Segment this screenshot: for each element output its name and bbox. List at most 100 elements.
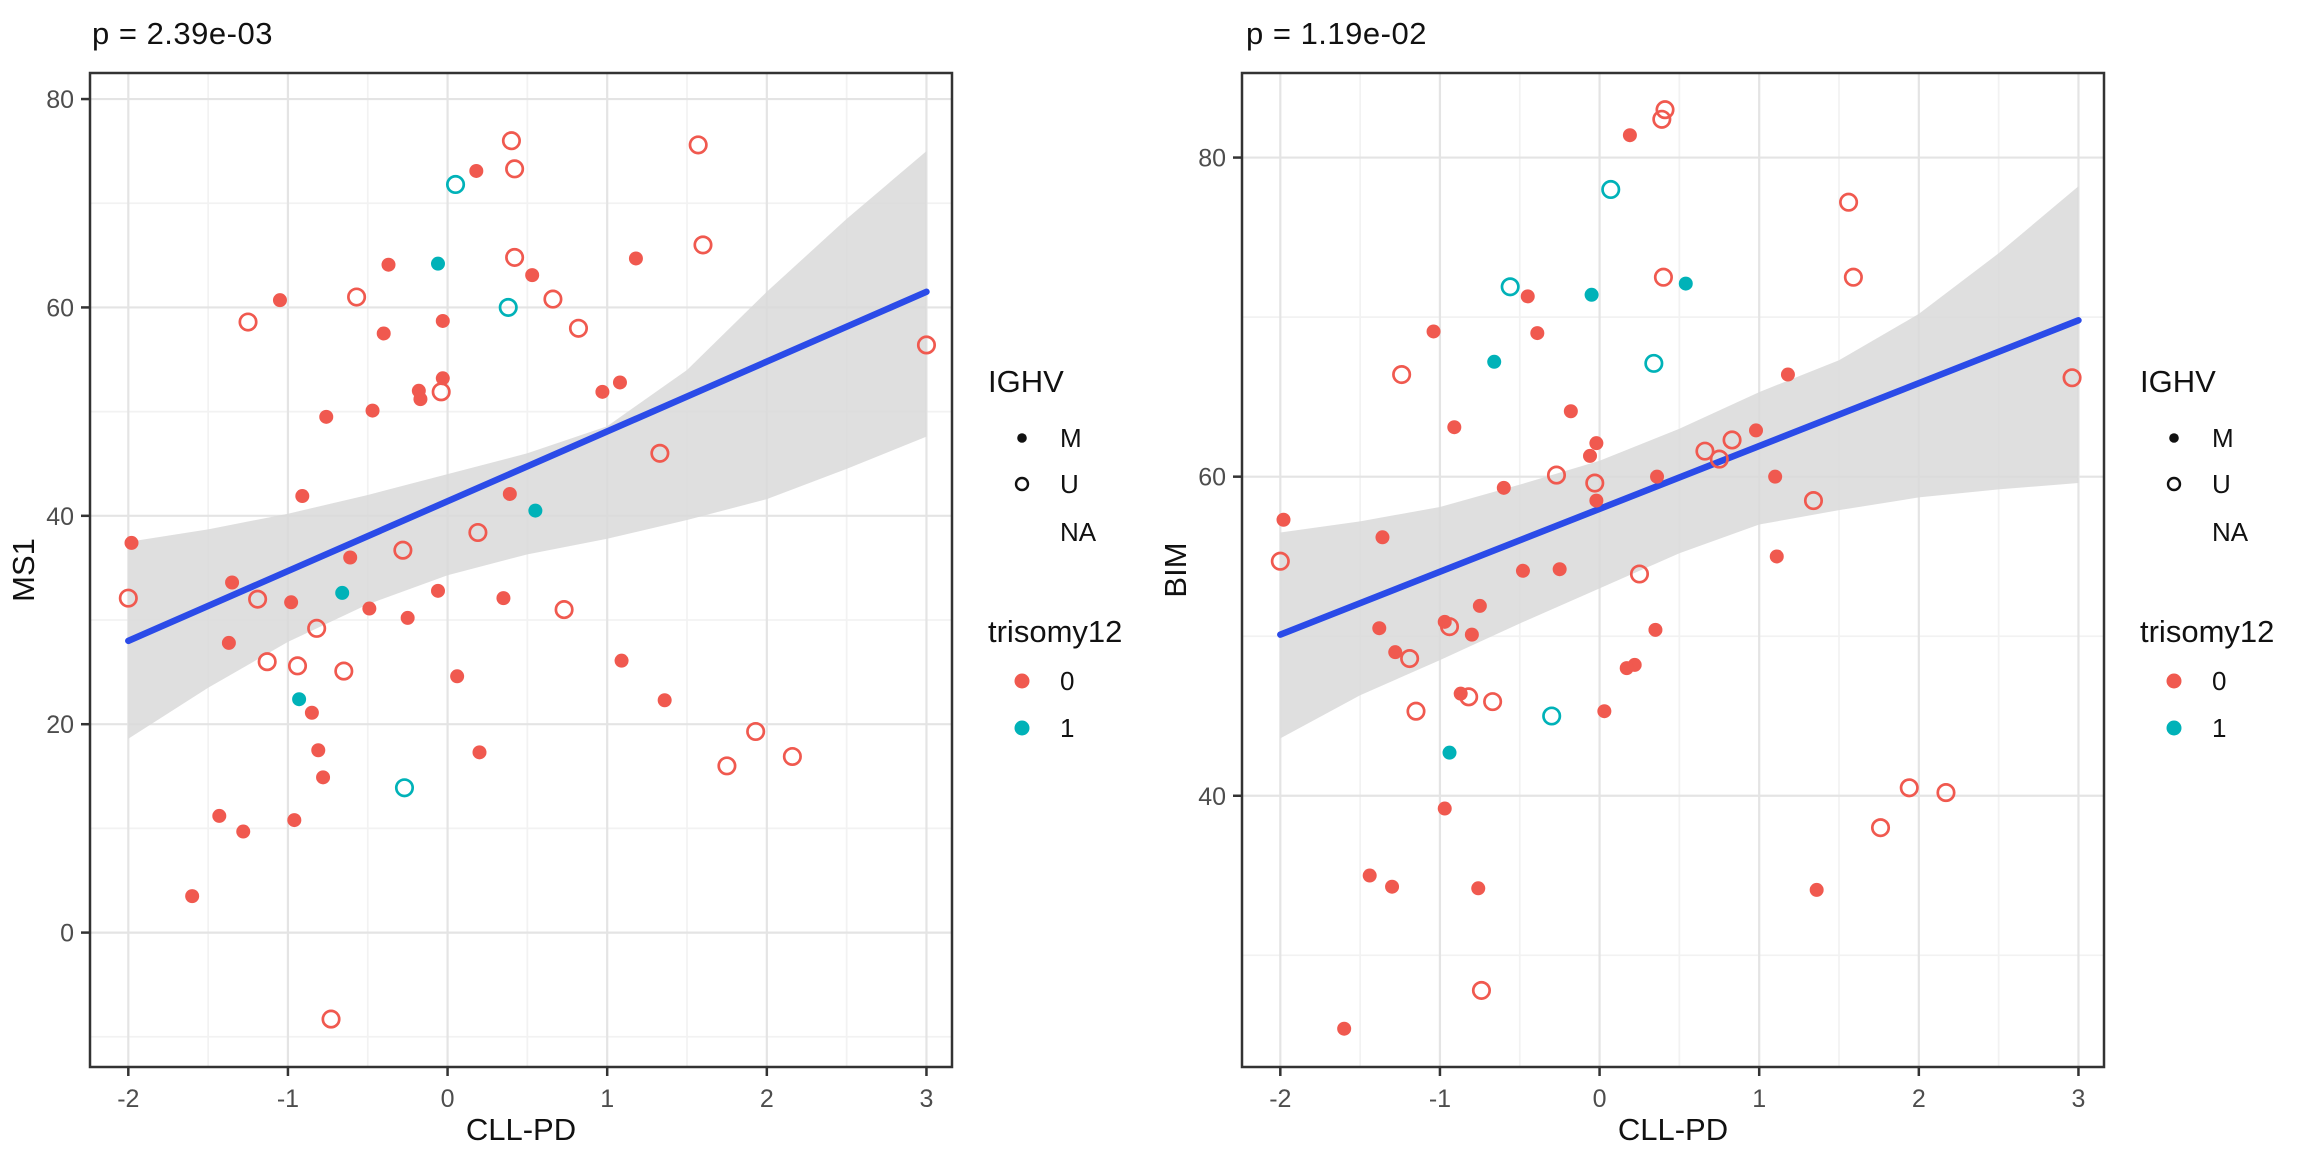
data-point — [650, 443, 670, 463]
legend-title-ighv: IGHV — [2140, 364, 2216, 399]
data-point — [124, 535, 139, 550]
p-value-title-right: p = 1.19e-02 — [1246, 16, 1427, 51]
data-point — [498, 297, 518, 317]
legend-label-1: 1 — [1060, 713, 1074, 743]
data-point — [287, 656, 308, 676]
data-point — [1496, 480, 1511, 495]
data-point — [1619, 661, 1634, 676]
y-axis-title: BIM — [1158, 542, 1193, 597]
data-point — [472, 745, 487, 760]
legend-filled-dot-icon — [2169, 433, 2179, 443]
y-tick-label: 60 — [1198, 464, 1226, 492]
x-tick-label: 2 — [760, 1085, 774, 1113]
legend-label-na: NA — [1060, 517, 1097, 547]
data-point — [1372, 621, 1387, 636]
y-tick-label: 80 — [46, 86, 74, 114]
scatter-plot: 40 60 80 -2 -1 0 1 2 3 CLL-PD BIM IGHV MU NA trisomy12… — [1158, 71, 2274, 1147]
legend-label-m: M — [1060, 423, 1082, 453]
x-tick-label: 0 — [1593, 1085, 1607, 1113]
data-point — [1500, 277, 1520, 297]
data-point — [435, 313, 450, 328]
data-point — [1803, 491, 1824, 511]
data-point — [1483, 692, 1503, 712]
data-point — [431, 382, 451, 402]
data-point — [292, 692, 307, 707]
data-point — [1447, 420, 1462, 435]
data-point — [1629, 564, 1650, 584]
data-point — [1695, 441, 1715, 461]
data-point — [1652, 109, 1672, 129]
x-tick-label: -1 — [1429, 1085, 1451, 1113]
x-tick-label: -1 — [277, 1085, 299, 1113]
data-point — [543, 289, 563, 309]
data-point — [347, 287, 367, 307]
data-point — [295, 489, 310, 504]
x-tick-label: 3 — [920, 1085, 934, 1113]
data-point — [334, 661, 354, 681]
data-point — [1362, 868, 1377, 883]
chart-right-bim: p = 1.19e-02 40 60 80 -2 -1 0 1 2 3 CLL-PD BIM IGHV… — [1152, 0, 2304, 1152]
data-point — [236, 824, 251, 839]
data-point — [304, 705, 319, 720]
data-point — [1780, 367, 1795, 382]
data-point — [1589, 493, 1604, 508]
data-point — [1542, 706, 1562, 726]
data-point — [1520, 289, 1535, 304]
data-point — [272, 293, 287, 308]
data-point — [505, 247, 525, 267]
data-point — [1464, 627, 1479, 642]
data-point — [525, 268, 540, 283]
data-point — [1655, 100, 1675, 120]
data-point — [394, 778, 415, 798]
data-point — [319, 409, 334, 424]
data-point — [118, 588, 138, 608]
data-point — [1563, 404, 1578, 419]
data-point — [1936, 783, 1956, 803]
data-point — [1437, 801, 1452, 816]
data-point — [321, 1009, 341, 1029]
legend-title-trisomy12: trisomy12 — [988, 614, 1122, 649]
legend-open-circle-icon — [2166, 476, 2182, 492]
data-point — [1843, 267, 1863, 287]
data-point — [1653, 267, 1673, 287]
data-point — [1709, 449, 1729, 469]
data-point — [1375, 530, 1390, 545]
data-point — [496, 591, 511, 606]
data-point — [1459, 687, 1479, 707]
data-point — [595, 384, 610, 399]
data-point — [343, 550, 358, 565]
data-point — [400, 610, 415, 625]
legend-trisomy1-dot-icon — [2166, 720, 2182, 736]
data-point — [468, 522, 488, 543]
data-point — [502, 486, 517, 501]
legend-open-circle-icon — [1014, 476, 1030, 492]
data-point — [365, 403, 380, 418]
legend-label-u: U — [2212, 469, 2231, 499]
data-point — [1589, 436, 1604, 451]
legend-label-m: M — [2212, 423, 2234, 453]
data-point — [248, 589, 268, 609]
data-point — [225, 575, 240, 590]
data-point — [1584, 287, 1599, 302]
data-point — [1809, 882, 1824, 897]
data-point — [311, 743, 326, 758]
data-point — [1749, 423, 1764, 438]
data-point — [1722, 430, 1742, 450]
data-point — [1515, 563, 1530, 578]
data-point — [469, 163, 484, 178]
data-point — [1582, 448, 1597, 463]
data-point — [450, 669, 465, 684]
x-tick-label: 0 — [441, 1085, 455, 1113]
data-point — [688, 135, 708, 155]
chart-left-ms1: p = 2.39e-03 0 20 40 60 80 -2 -1 0 1 2 3 CLL-PD MS1 I… — [6, 16, 1122, 1147]
data-point — [1585, 473, 1605, 493]
data-point — [221, 635, 236, 650]
data-point — [1471, 980, 1491, 1000]
data-point — [746, 721, 766, 742]
data-point — [1870, 818, 1891, 838]
data-point — [1388, 645, 1403, 660]
x-tick-label: 1 — [600, 1085, 614, 1113]
data-point — [717, 756, 737, 776]
panel-border — [1240, 71, 2106, 1069]
data-point — [628, 251, 643, 266]
